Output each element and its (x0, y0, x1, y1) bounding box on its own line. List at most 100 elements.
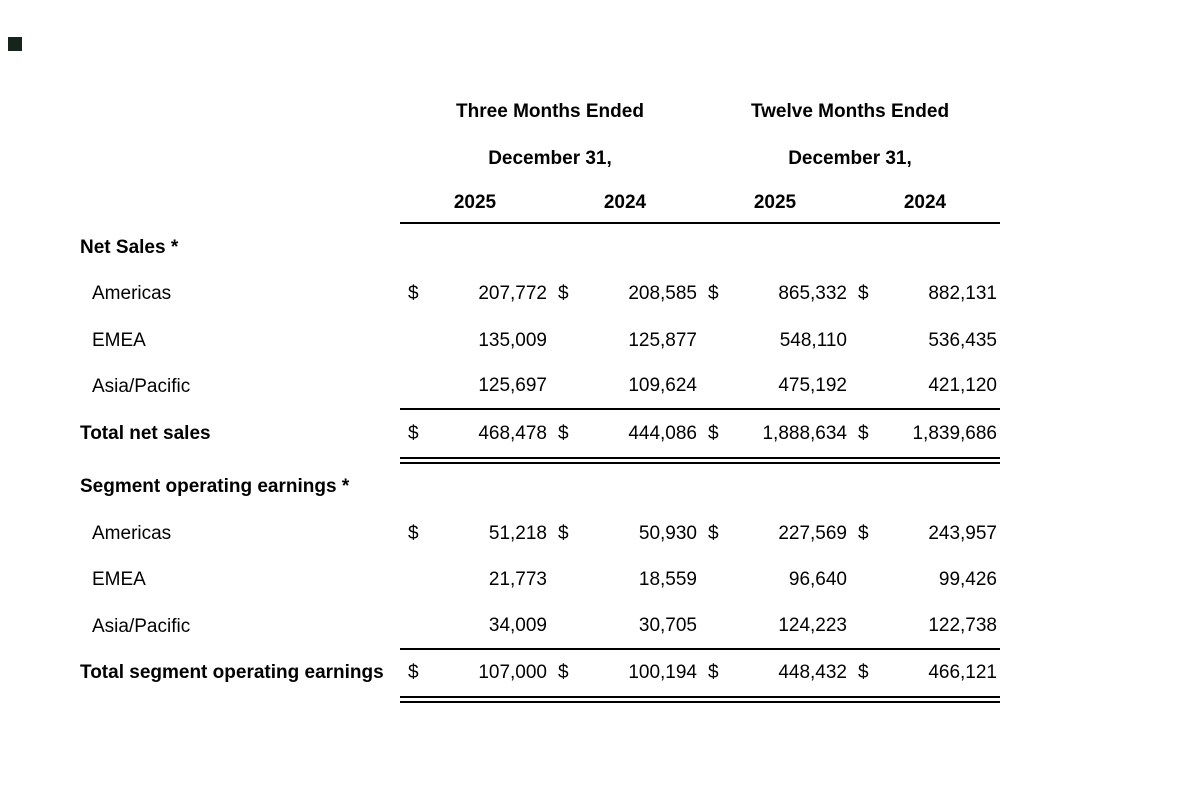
cell-value: 21,773 (488, 569, 547, 591)
value-cell-group: $ 51,218 (400, 510, 550, 557)
total-label: Total segment operating earnings (80, 662, 384, 684)
header-spacer (80, 135, 400, 182)
table-row-earnings-asia-pacific: Asia/Pacific 34,009 30,705 124,223 122,7… (80, 603, 1000, 650)
value-cell-group: $ 107,000 (400, 650, 550, 697)
row-label: EMEA (92, 329, 146, 351)
value-cell-group: 122,738 (850, 603, 1000, 648)
cell-value: 227,569 (778, 522, 847, 544)
year-header-12m-2025: 2025 (753, 191, 797, 213)
header-years-cells: 2025 2024 2025 2024 (400, 182, 1000, 224)
value-cell-group: $ 468,478 (400, 410, 550, 457)
cell-value: 34,009 (488, 614, 547, 636)
value-cell-group: 125,697 (400, 364, 550, 409)
currency-symbol: $ (558, 662, 569, 684)
section-title-row: Net Sales * (80, 224, 1000, 271)
empty-cells (400, 464, 1000, 511)
header-years-row: 2025 2024 2025 2024 (80, 182, 1000, 224)
value-cell-group: 30,705 (550, 603, 700, 648)
value-cell-group: 18,559 (550, 557, 700, 604)
currency-symbol: $ (708, 283, 719, 305)
table-row-net-sales-asia-pacific: Asia/Pacific 125,697 109,624 475,192 421… (80, 364, 1000, 410)
row-values: 34,009 30,705 124,223 122,738 (400, 603, 1000, 650)
currency-symbol: $ (858, 522, 869, 544)
cell-value: 30,705 (638, 614, 697, 636)
year-header-3m-2024: 2024 (603, 191, 647, 213)
value-cell-group: $ 50,930 (550, 510, 700, 557)
header-date-row: December 31, December 31, (80, 135, 1000, 182)
cell-value: 208,585 (628, 283, 697, 305)
row-values: 125,697 109,624 475,192 421,120 (400, 364, 1000, 410)
financial-results-table: Three Months Ended Twelve Months Ended D… (80, 88, 1000, 703)
period-title-three-months: Three Months Ended (456, 101, 644, 122)
cell-value: 475,192 (778, 375, 847, 397)
row-values: 135,009 125,877 548,110 536,435 (400, 317, 1000, 364)
cell-value: 865,332 (778, 283, 847, 305)
cell-value: 548,110 (779, 329, 847, 351)
section-title: Net Sales * (80, 236, 179, 258)
value-cell-group: 135,009 (400, 317, 550, 364)
value-cell-group: 548,110 (700, 317, 850, 364)
currency-symbol: $ (408, 283, 419, 305)
year-header-12m-2024: 2024 (903, 191, 947, 213)
header-period-cells: Three Months Ended Twelve Months Ended (400, 88, 1000, 135)
table-row-total-segment-operating-earnings: Total segment operating earnings $ 107,0… (80, 650, 1000, 697)
table-row-earnings-americas: Americas $ 51,218 $ 50,930 $ 227,569 $ 2… (80, 510, 1000, 557)
currency-symbol: $ (858, 662, 869, 684)
value-cell-group: $ 207,772 (400, 271, 550, 318)
total-value: 448,432 (778, 662, 847, 684)
cell-value: 96,640 (788, 569, 847, 591)
cell-value: 50,930 (638, 522, 697, 544)
currency-symbol: $ (558, 422, 569, 444)
cell-value: 99,426 (938, 569, 997, 591)
total-value: 444,086 (628, 422, 697, 444)
period-title-twelve-months: Twelve Months Ended (750, 101, 950, 122)
cell-value: 109,624 (628, 375, 697, 397)
row-values: $ 207,772 $ 208,585 $ 865,332 $ 882,131 (400, 271, 1000, 318)
period-subtitle-twelve-months: December 31, (788, 148, 912, 169)
cell-value: 18,559 (638, 569, 697, 591)
currency-symbol: $ (408, 522, 419, 544)
table-row-net-sales-americas: Americas $ 207,772 $ 208,585 $ 865,332 $… (80, 271, 1000, 318)
empty-cells (400, 224, 1000, 271)
section-title: Segment operating earnings * (80, 476, 350, 498)
value-cell-group: $ 243,957 (850, 510, 1000, 557)
cell-value: 536,435 (928, 329, 997, 351)
double-underline-rule (400, 696, 1000, 703)
cell-value: 125,877 (628, 329, 697, 351)
row-values: 21,773 18,559 96,640 99,426 (400, 557, 1000, 604)
value-cell-group: 475,192 (700, 364, 850, 409)
currency-symbol: $ (558, 283, 569, 305)
period-subtitle-three-months: December 31, (488, 148, 612, 169)
value-cell-group: $ 208,585 (550, 271, 700, 318)
row-values: $ 468,478 $ 444,086 $ 1,888,634 $ 1,839,… (400, 410, 1000, 457)
total-value: 1,888,634 (762, 422, 847, 444)
currency-symbol: $ (558, 522, 569, 544)
value-cell-group: 96,640 (700, 557, 850, 604)
cell-value: 421,120 (928, 375, 997, 397)
value-cell-group: $ 448,432 (700, 650, 850, 697)
cell-value: 135,009 (478, 329, 547, 351)
value-cell-group: $ 227,569 (700, 510, 850, 557)
currency-symbol: $ (858, 283, 869, 305)
currency-symbol: $ (708, 522, 719, 544)
year-header-3m-2025: 2025 (453, 191, 497, 213)
row-label: Asia/Pacific (92, 615, 191, 637)
header-spacer (80, 88, 400, 135)
value-cell-group: 421,120 (850, 364, 1000, 409)
total-label: Total net sales (80, 422, 211, 444)
total-value: 1,839,686 (912, 422, 997, 444)
table-row-net-sales-emea: EMEA 135,009 125,877 548,110 536,435 (80, 317, 1000, 364)
value-cell-group: 125,877 (550, 317, 700, 364)
section-title-row: Segment operating earnings * (80, 464, 1000, 511)
table-row-earnings-emea: EMEA 21,773 18,559 96,640 99,426 (80, 557, 1000, 604)
header-spacer (80, 182, 400, 224)
value-cell-group: 124,223 (700, 603, 850, 648)
total-value: 107,000 (478, 662, 547, 684)
value-cell-group: $ 882,131 (850, 271, 1000, 318)
header-date-cells: December 31, December 31, (400, 135, 1000, 182)
total-value: 100,194 (628, 662, 697, 684)
row-label: Asia/Pacific (92, 376, 191, 398)
currency-symbol: $ (408, 662, 419, 684)
currency-symbol: $ (708, 422, 719, 444)
